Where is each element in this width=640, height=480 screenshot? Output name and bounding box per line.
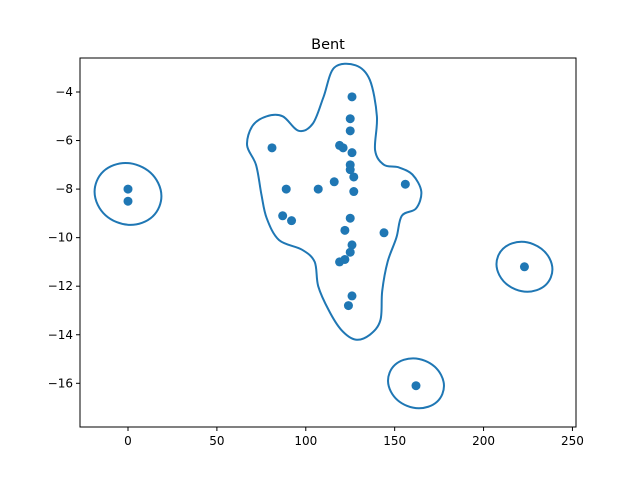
y-tick-label: −14 — [48, 328, 73, 342]
data-point — [519, 262, 529, 272]
x-axis: 0 50 100 150 200 250 — [124, 427, 584, 448]
data-point — [335, 257, 345, 267]
data-point — [345, 165, 355, 175]
y-tick-label: −6 — [55, 134, 73, 148]
data-point — [123, 184, 133, 194]
x-tick-label: 100 — [294, 434, 317, 448]
data-point — [343, 301, 353, 311]
x-tick-label: 50 — [209, 434, 224, 448]
data-point — [313, 184, 323, 194]
data-point — [345, 126, 355, 136]
data-point — [281, 184, 291, 194]
data-point — [267, 143, 277, 153]
y-tick-label: −12 — [48, 279, 73, 293]
data-point — [345, 247, 355, 257]
plot-frame — [79, 57, 577, 428]
data-point — [400, 179, 410, 189]
data-points — [123, 92, 529, 391]
x-tick-label: 0 — [124, 434, 132, 448]
x-tick-label: 200 — [472, 434, 495, 448]
data-point — [349, 172, 359, 182]
contour-path — [246, 62, 423, 341]
data-point — [349, 187, 359, 197]
data-point — [278, 211, 288, 221]
contour-ellipse — [495, 240, 554, 293]
y-tick-label: −8 — [55, 182, 73, 196]
y-tick-label: −4 — [55, 85, 73, 99]
data-point — [347, 92, 357, 102]
data-point — [345, 213, 355, 223]
data-point — [347, 291, 357, 301]
data-point — [287, 216, 297, 226]
data-point — [347, 148, 357, 158]
y-axis: −4 −6 −8 −10 −12 −14 −16 — [48, 85, 80, 390]
data-point — [329, 177, 339, 187]
data-point — [338, 143, 348, 153]
contour-lines — [93, 62, 554, 410]
y-tick-label: −10 — [48, 231, 73, 245]
x-tick-label: 150 — [383, 434, 406, 448]
contour-ellipse — [93, 162, 163, 226]
x-tick-label: 250 — [561, 434, 584, 448]
data-point — [379, 228, 389, 238]
chart-title: Bent — [311, 37, 345, 53]
data-point — [345, 114, 355, 124]
y-tick-label: −16 — [48, 376, 73, 390]
data-point — [347, 240, 357, 250]
contour-ellipse — [387, 357, 445, 410]
data-point — [340, 225, 350, 235]
data-point — [411, 381, 421, 391]
data-point — [123, 196, 133, 206]
